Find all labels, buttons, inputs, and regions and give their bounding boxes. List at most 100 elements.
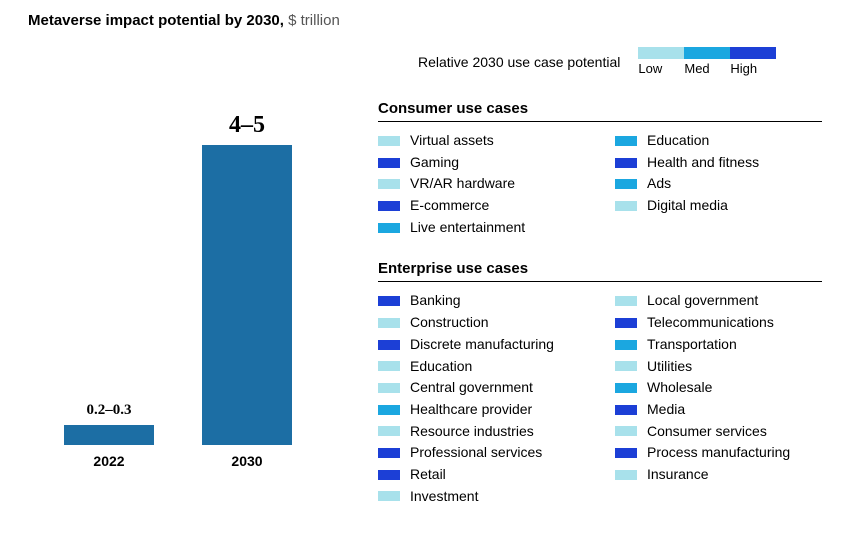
use-case-item: Health and fitness: [615, 152, 822, 174]
use-case-label: Investment: [410, 486, 478, 508]
right-panel: Relative 2030 use case potential LowMedH…: [378, 47, 822, 529]
bar-value-label: 4–5: [229, 112, 265, 139]
legend-level-label: High: [730, 61, 776, 76]
use-case-swatch: [378, 491, 400, 501]
use-case-item: Process manufacturing: [615, 442, 822, 464]
use-case-swatch: [615, 318, 637, 328]
chart-title: Metaverse impact potential by 2030, $ tr…: [28, 12, 822, 29]
use-case-item: Consumer services: [615, 421, 822, 443]
bar-col: 0.2–0.3 2022: [64, 402, 154, 469]
use-case-label: Retail: [410, 464, 446, 486]
use-case-label: Resource industries: [410, 421, 534, 443]
use-case-swatch: [615, 405, 637, 415]
use-case-swatch: [378, 448, 400, 458]
use-case-swatch: [615, 179, 637, 189]
use-case-item: Retail: [378, 464, 585, 486]
use-case-item: Virtual assets: [378, 130, 585, 152]
legend-swatch: [638, 47, 684, 59]
use-case-columns: BankingConstructionDiscrete manufacturin…: [378, 290, 822, 507]
use-case-label: Education: [410, 356, 472, 378]
use-case-swatch: [615, 201, 637, 211]
use-case-item: Education: [615, 130, 822, 152]
use-case-swatch: [378, 470, 400, 480]
legend-level-label: Low: [638, 61, 684, 76]
use-case-item: Telecommunications: [615, 312, 822, 334]
use-case-columns: Virtual assetsGamingVR/AR hardwareE-comm…: [378, 130, 822, 238]
use-case-swatch: [615, 296, 637, 306]
use-case-item: E-commerce: [378, 195, 585, 217]
bars-wrap: 0.2–0.3 2022 4–52030: [28, 109, 328, 469]
bar-chart: 0.2–0.3 2022 4–52030: [28, 47, 328, 529]
legend-row: Relative 2030 use case potential LowMedH…: [378, 47, 822, 76]
use-case-label: Insurance: [647, 464, 708, 486]
use-case-swatch: [378, 296, 400, 306]
use-case-swatch: [378, 136, 400, 146]
use-case-column: EducationHealth and fitnessAdsDigital me…: [615, 130, 822, 238]
use-case-swatch: [615, 361, 637, 371]
use-case-swatch: [615, 136, 637, 146]
bar-axis-label: 2022: [93, 453, 124, 469]
legend-title: Relative 2030 use case potential: [418, 54, 620, 70]
use-case-item: Transportation: [615, 334, 822, 356]
use-case-column: Virtual assetsGamingVR/AR hardwareE-comm…: [378, 130, 585, 238]
use-case-item: Healthcare provider: [378, 399, 585, 421]
use-case-sections: Consumer use cases Virtual assetsGamingVR…: [378, 100, 822, 507]
use-case-label: Live entertainment: [410, 217, 525, 239]
use-case-label: Ads: [647, 173, 671, 195]
use-case-label: Consumer services: [647, 421, 767, 443]
use-case-swatch: [615, 470, 637, 480]
use-case-item: Live entertainment: [378, 217, 585, 239]
use-case-label: Virtual assets: [410, 130, 494, 152]
use-case-label: Telecommunications: [647, 312, 774, 334]
use-case-label: Education: [647, 130, 709, 152]
use-case-item: Investment: [378, 486, 585, 508]
use-case-label: Wholesale: [647, 377, 712, 399]
use-case-label: Health and fitness: [647, 152, 759, 174]
use-case-swatch: [615, 448, 637, 458]
use-case-label: Gaming: [410, 152, 459, 174]
use-case-item: Banking: [378, 290, 585, 312]
legend-level-label: Med: [684, 61, 730, 76]
legend-swatch: [730, 47, 776, 59]
title-unit: $ trillion: [284, 12, 340, 29]
use-case-item: Education: [378, 356, 585, 378]
use-case-swatch: [378, 201, 400, 211]
use-case-swatch: [615, 426, 637, 436]
section-heading: Enterprise use cases: [378, 260, 822, 282]
title-bold: Metaverse impact potential by 2030,: [28, 12, 284, 29]
legend-swatch: [684, 47, 730, 59]
use-case-item: Ads: [615, 173, 822, 195]
use-case-swatch: [378, 340, 400, 350]
use-case-item: Utilities: [615, 356, 822, 378]
use-case-item: Central government: [378, 377, 585, 399]
use-case-label: Media: [647, 399, 685, 421]
use-case-item: Local government: [615, 290, 822, 312]
bar: [202, 145, 292, 445]
bar: [64, 425, 154, 445]
bar-value-label: 0.2–0.3: [87, 402, 132, 419]
use-case-swatch: [378, 318, 400, 328]
use-case-label: Professional services: [410, 442, 542, 464]
use-case-swatch: [378, 158, 400, 168]
use-case-column: BankingConstructionDiscrete manufacturin…: [378, 290, 585, 507]
use-case-label: Healthcare provider: [410, 399, 532, 421]
use-case-swatch: [378, 426, 400, 436]
use-case-item: VR/AR hardware: [378, 173, 585, 195]
use-case-swatch: [615, 158, 637, 168]
use-case-item: Insurance: [615, 464, 822, 486]
use-case-label: Process manufacturing: [647, 442, 790, 464]
section-heading: Consumer use cases: [378, 100, 822, 122]
use-case-label: VR/AR hardware: [410, 173, 515, 195]
use-case-item: Construction: [378, 312, 585, 334]
bar-col: 4–52030: [202, 112, 292, 469]
use-case-swatch: [378, 223, 400, 233]
use-case-swatch: [378, 383, 400, 393]
use-case-label: Digital media: [647, 195, 728, 217]
legend-scale: LowMedHigh: [638, 47, 776, 76]
content-wrap: 0.2–0.3 2022 4–52030 Relative 2030 use cas…: [28, 47, 822, 529]
use-case-swatch: [378, 405, 400, 415]
use-case-label: Discrete manufacturing: [410, 334, 554, 356]
use-case-swatch: [615, 340, 637, 350]
use-case-item: Resource industries: [378, 421, 585, 443]
use-case-label: Banking: [410, 290, 461, 312]
